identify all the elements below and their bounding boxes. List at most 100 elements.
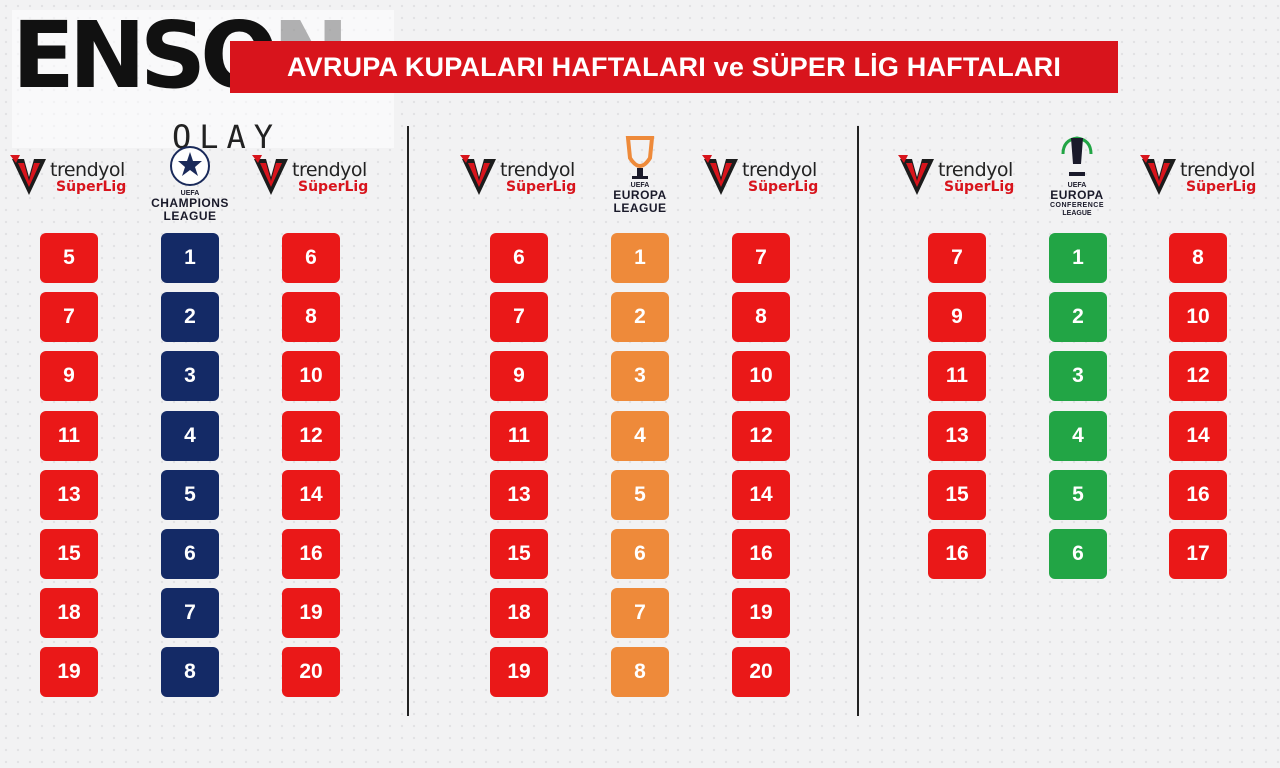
week-cell: 12 [282,410,340,461]
week-cell: 7 [928,233,986,283]
week-cell: 4 [1049,410,1107,461]
superlig-line2: SüperLig [56,178,127,195]
week-cell: 11 [490,410,548,461]
week-cell: 3 [611,351,669,402]
superlig-logo: trendyol SüperLig [1140,152,1256,202]
cup-uefa-label: UEFA [1067,182,1087,189]
superlig-mark-icon [898,155,934,195]
superlig-weeks-before-uecl: 7 9 11 13 15 16 [928,233,986,588]
conference-league-logo: UEFA EUROPA CONFERENCE LEAGUE [1037,134,1117,218]
superlig-mark-icon [252,155,288,195]
week-cell: 10 [732,351,790,402]
week-cell: 12 [1169,351,1227,402]
cup-name-line2: LEAGUE [613,201,667,215]
europa-league-weeks: 1 2 3 4 5 6 7 8 [611,233,669,707]
week-cell: 14 [282,469,340,520]
week-cell: 20 [732,647,790,698]
week-cell: 6 [490,233,548,283]
week-cell: 1 [611,233,669,283]
champions-league-logo: UEFA CHAMPIONS LEAGUE [140,142,240,223]
week-cell: 6 [161,528,219,579]
week-cell: 15 [928,469,986,520]
week-cell: 10 [282,351,340,402]
cup-name-line1: EUROPA [613,188,667,202]
superlig-mark-icon [10,155,46,195]
cup-name-line2: CONFERENCE [1049,202,1104,209]
week-cell: 15 [490,528,548,579]
week-cell: 8 [611,647,669,698]
week-cell: 7 [40,292,98,343]
cup-name-line2: LEAGUE [163,209,217,223]
title-banner: AVRUPA KUPALARI HAFTALARI ve SÜPER LİG H… [230,41,1118,93]
superlig-mark-icon [1140,155,1176,195]
superlig-line2: SüperLig [1186,178,1257,195]
week-cell: 6 [282,233,340,283]
superlig-line1: trendyol [938,158,1013,181]
cup-name-line3: LEAGUE [1062,210,1092,217]
week-cell: 6 [611,528,669,579]
week-cell: 9 [40,351,98,402]
week-cell: 2 [161,292,219,343]
week-cell: 19 [282,588,340,639]
week-cell: 11 [928,351,986,402]
week-cell: 12 [732,410,790,461]
superlig-line1: trendyol [1180,158,1255,181]
week-cell: 14 [1169,410,1227,461]
superlig-logo: trendyol SüperLig [460,152,576,202]
week-cell: 8 [282,292,340,343]
superlig-line1: trendyol [500,158,575,181]
week-cell: 14 [732,469,790,520]
conference-league-weeks: 1 2 3 4 5 6 [1049,233,1107,588]
week-cell: 19 [732,588,790,639]
week-cell: 16 [1169,469,1227,520]
week-cell: 19 [490,647,548,698]
week-cell: 17 [1169,528,1227,579]
starball-icon [168,142,212,188]
cup-name-line1: EUROPA [1050,188,1104,202]
week-cell: 9 [490,351,548,402]
cup-uefa-label: UEFA [180,190,200,197]
cup-name-line1: CHAMPIONS [151,196,229,210]
week-cell: 2 [1049,292,1107,343]
week-cell: 9 [928,292,986,343]
week-cell: 16 [928,528,986,579]
superlig-line1: trendyol [50,158,125,181]
week-cell: 18 [40,588,98,639]
superlig-logo: trendyol SüperLig [10,152,126,202]
week-cell: 20 [282,647,340,698]
week-cell: 11 [40,410,98,461]
superlig-line2: SüperLig [748,178,819,195]
week-cell: 8 [161,647,219,698]
champions-league-weeks: 1 2 3 4 5 6 7 8 [161,233,219,707]
week-cell: 16 [732,528,790,579]
week-cell: 7 [732,233,790,283]
europa-league-logo: UEFA EUROPA LEAGUE [600,134,680,215]
superlig-logo: trendyol SüperLig [252,152,368,202]
superlig-mark-icon [702,155,738,195]
week-cell: 5 [40,233,98,283]
week-cell: 16 [282,528,340,579]
superlig-line2: SüperLig [506,178,577,195]
week-cell: 19 [40,647,98,698]
week-cell: 10 [1169,292,1227,343]
cup-uefa-label: UEFA [630,182,650,189]
week-cell: 8 [732,292,790,343]
week-cell: 4 [161,410,219,461]
week-cell: 1 [161,233,219,283]
week-cell: 5 [1049,469,1107,520]
section-divider [407,126,409,716]
superlig-line2: SüperLig [944,178,1015,195]
week-cell: 4 [611,410,669,461]
week-cell: 7 [161,588,219,639]
week-cell: 13 [40,469,98,520]
section-divider [857,126,859,716]
week-cell: 1 [1049,233,1107,283]
week-cell: 15 [40,528,98,579]
superlig-logo: trendyol SüperLig [898,152,1014,202]
week-cell: 13 [490,469,548,520]
week-cell: 3 [1049,351,1107,402]
superlig-line1: trendyol [742,158,817,181]
superlig-weeks-after-uecl: 8 10 12 14 16 17 [1169,233,1227,588]
week-cell: 5 [611,469,669,520]
superlig-weeks-after-uel: 7 8 10 12 14 16 19 20 [732,233,790,707]
